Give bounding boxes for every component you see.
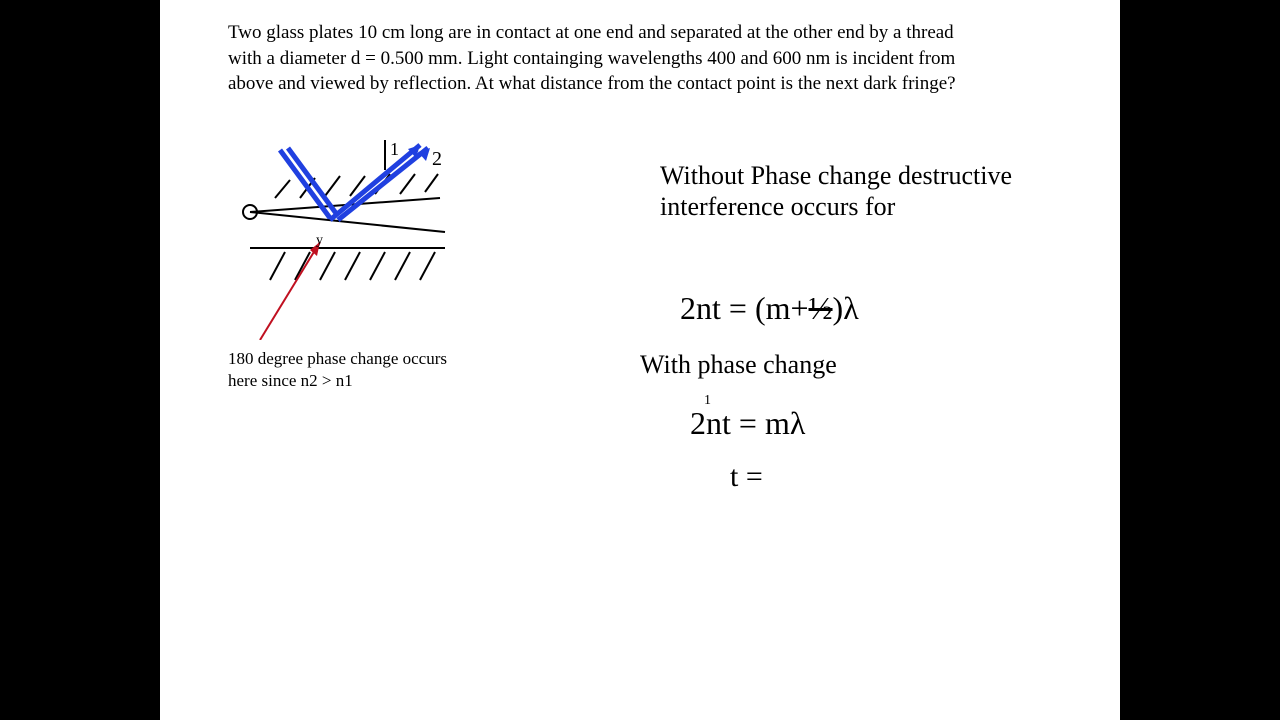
handwriting-line-2: With phase change <box>640 350 837 380</box>
handwriting-line-1: Without Phase change destructive interfe… <box>660 160 1080 222</box>
ray1-label: 1 <box>390 140 399 159</box>
svg-text:y: y <box>316 233 323 248</box>
page-content: Two glass plates 10 cm long are in conta… <box>160 0 1120 720</box>
handwriting-eq-1: 2nt = (m+½)λ <box>680 290 859 327</box>
handwriting-eq-3: t = <box>730 460 763 494</box>
phase-change-caption: 180 degree phase change occurs here sinc… <box>228 348 448 392</box>
handwriting-eq-2: 2n1t = mλ <box>690 405 805 442</box>
ray2-label: 2 <box>432 148 442 170</box>
wedge-diagram: 1 2 y <box>220 140 520 340</box>
problem-statement: Two glass plates 10 cm long are in conta… <box>228 20 988 97</box>
